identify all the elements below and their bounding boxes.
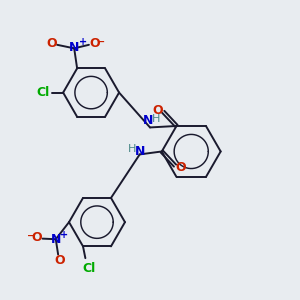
Text: N: N <box>143 115 154 128</box>
Text: H: H <box>128 144 136 154</box>
Text: N: N <box>69 41 80 54</box>
Text: O: O <box>176 161 186 174</box>
Text: O: O <box>153 103 163 117</box>
Text: N: N <box>134 145 145 158</box>
Text: +: + <box>79 38 87 47</box>
Text: O: O <box>31 231 42 244</box>
Text: O: O <box>46 38 57 50</box>
Text: −: − <box>27 231 35 241</box>
Text: H: H <box>152 114 160 124</box>
Text: Cl: Cl <box>82 262 95 275</box>
Text: N: N <box>51 233 61 246</box>
Text: O: O <box>89 38 100 50</box>
Text: +: + <box>60 230 68 240</box>
Text: Cl: Cl <box>37 86 50 99</box>
Text: O: O <box>54 254 64 267</box>
Text: −: − <box>97 37 105 47</box>
